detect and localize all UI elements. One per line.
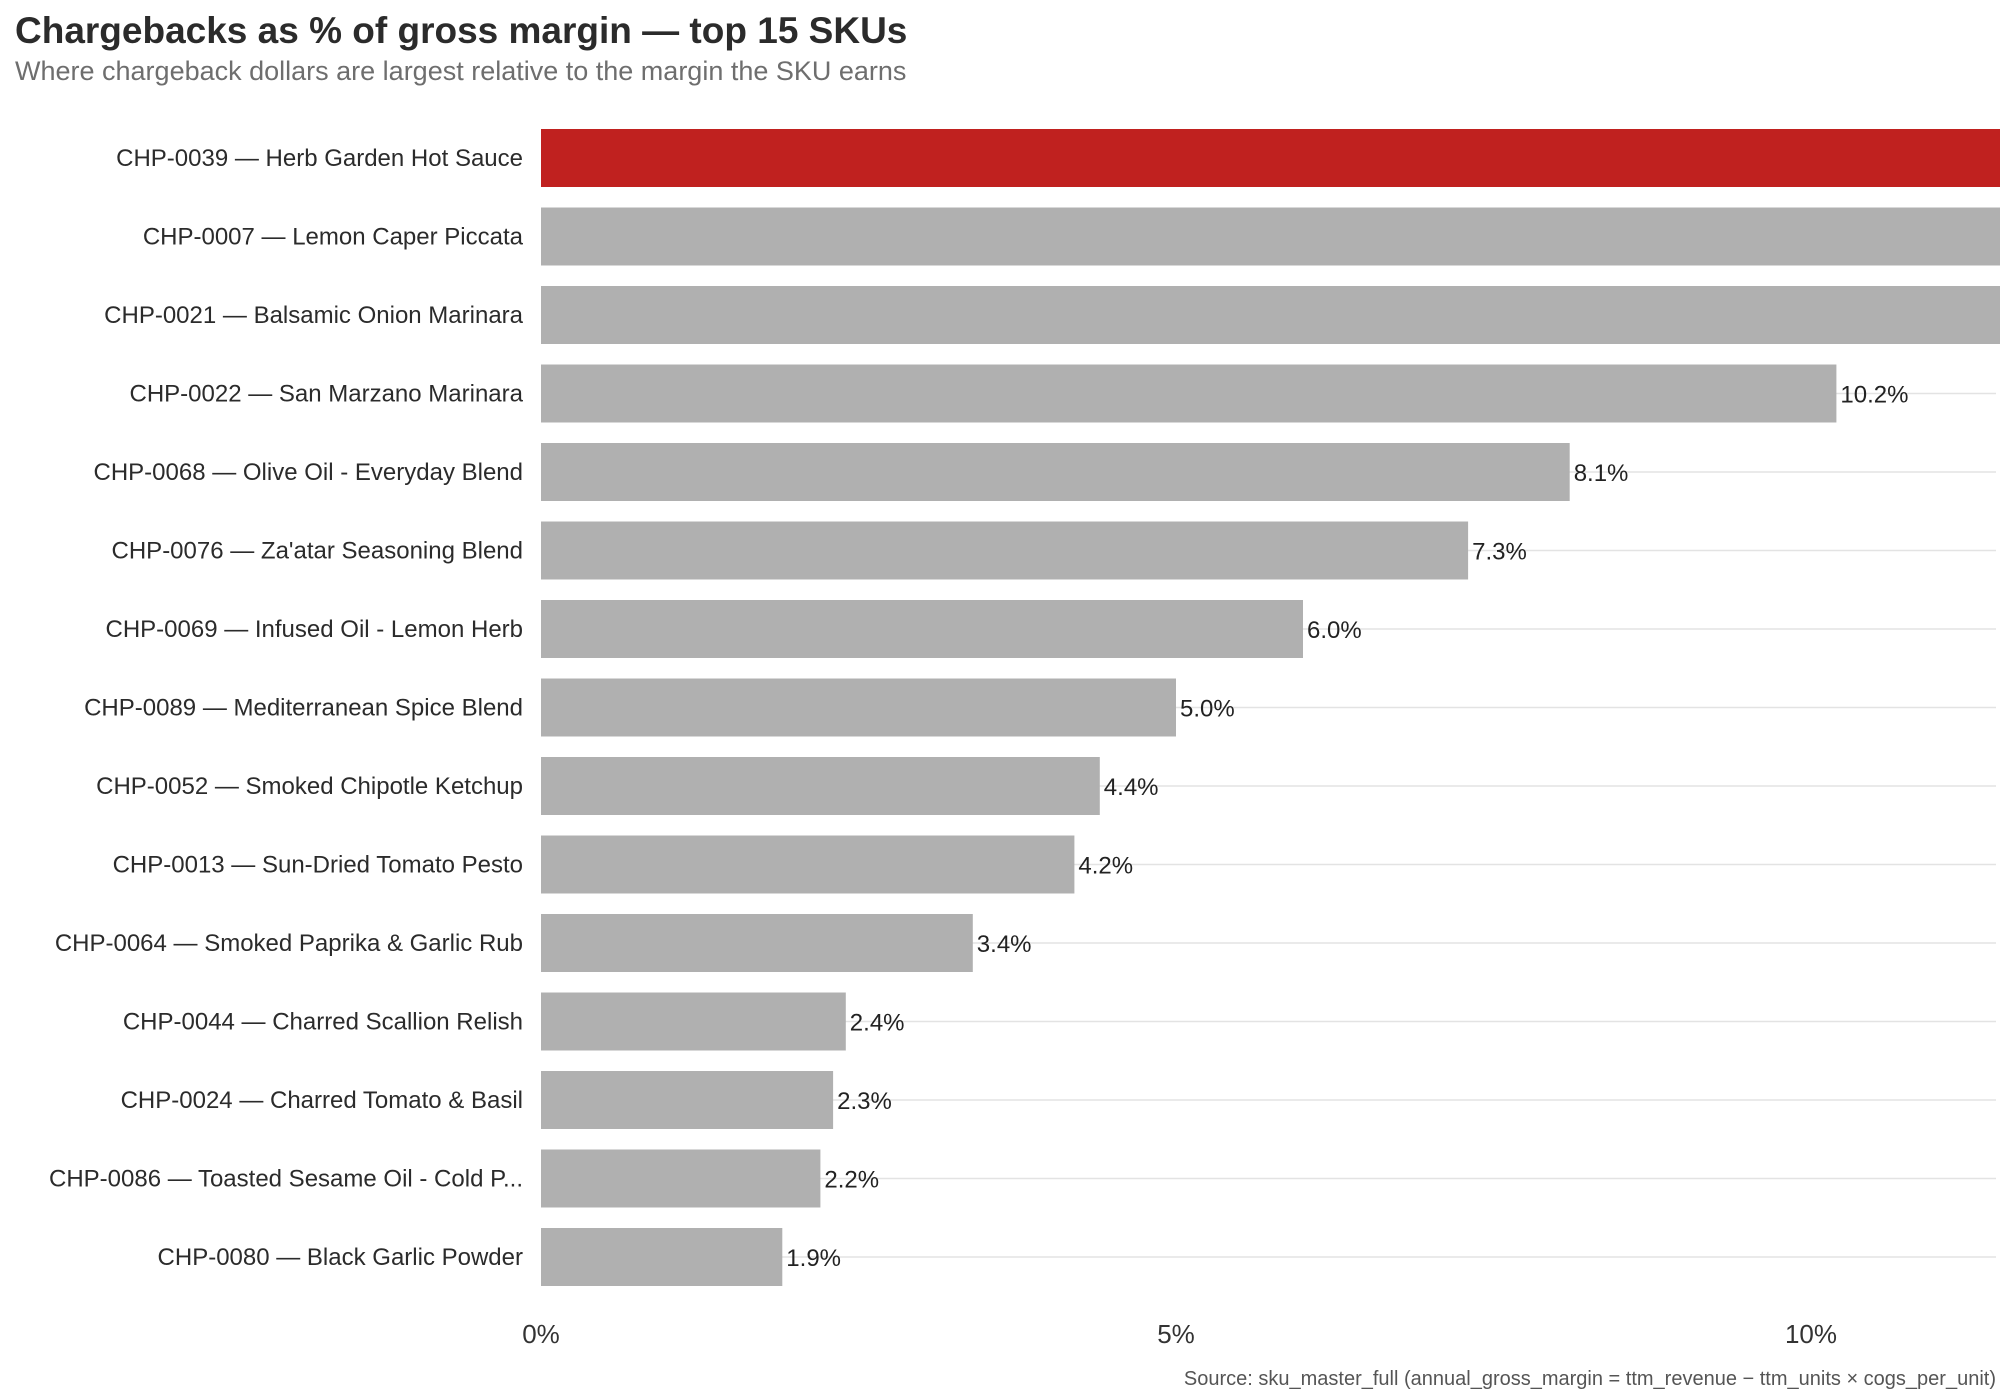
value-label: 6.0%: [1307, 617, 1362, 644]
value-label: 2.3%: [837, 1088, 892, 1115]
category-label: CHP-0064 — Smoked Paprika & Garlic Rub: [55, 930, 523, 957]
category-label: CHP-0068 — Olive Oil - Everyday Blend: [94, 459, 524, 486]
bar: [541, 1071, 834, 1129]
value-label: 2.4%: [850, 1010, 905, 1037]
bar: [541, 443, 1570, 501]
category-label: CHP-0013 — Sun-Dried Tomato Pesto: [113, 852, 523, 879]
bar: [541, 1228, 783, 1286]
category-labels: CHP-0039 — Herb Garden Hot Sauce CHP-0007…: [49, 145, 524, 1271]
value-label: 4.4%: [1104, 774, 1159, 801]
category-label: CHP-0007 — Lemon Caper Piccata: [143, 224, 524, 251]
bar: [541, 364, 1837, 423]
chart-title: Chargebacks as % of gross margin — top 1…: [15, 10, 908, 51]
bar: [541, 1149, 821, 1208]
value-label: 4.2%: [1078, 853, 1133, 880]
category-label: CHP-0080 — Black Garlic Powder: [158, 1244, 523, 1271]
bar: [541, 207, 2000, 266]
chart-subtitle: Where chargeback dollars are largest rel…: [15, 56, 907, 86]
bar: [541, 600, 1303, 658]
value-label: 8.1%: [1574, 460, 1629, 487]
x-tick-label: 5%: [1157, 1319, 1195, 1349]
bar: [541, 286, 2000, 344]
category-label: CHP-0021 — Balsamic Onion Marinara: [104, 302, 523, 329]
bar: [541, 521, 1469, 580]
value-label: 2.2%: [824, 1167, 879, 1194]
category-label: CHP-0039 — Herb Garden Hot Sauce: [116, 145, 523, 172]
category-label: CHP-0069 — Infused Oil - Lemon Herb: [105, 616, 523, 643]
category-label: CHP-0044 — Charred Scallion Relish: [123, 1009, 523, 1036]
value-label: 10.2%: [1840, 382, 1908, 409]
bar: [541, 678, 1176, 737]
value-label: 5.0%: [1180, 696, 1235, 723]
bar: [541, 757, 1100, 815]
bars: [541, 129, 2000, 1286]
value-label: 1.9%: [786, 1245, 841, 1272]
category-label: CHP-0024 — Charred Tomato & Basil: [121, 1087, 523, 1114]
value-label: 7.3%: [1472, 539, 1527, 566]
value-label: 3.4%: [977, 931, 1032, 958]
category-label: CHP-0076 — Za'atar Seasoning Blend: [112, 538, 523, 565]
value-labels: 19.5%14.3%12.7%10.2%8.1%7.3%6.0%5.0%4.4%…: [786, 382, 1908, 1273]
source-caption: Source: sku_master_full (annual_gross_ma…: [1183, 1368, 1996, 1390]
x-tick-label: 0%: [522, 1319, 560, 1349]
x-tick-label: 10%: [1785, 1319, 1837, 1349]
category-label: CHP-0022 — San Marzano Marinara: [129, 381, 523, 408]
category-label: CHP-0086 — Toasted Sesame Oil - Cold P..…: [49, 1166, 523, 1193]
category-label: CHP-0089 — Mediterranean Spice Blend: [84, 695, 523, 722]
bar: [541, 129, 2000, 187]
x-axis-ticks: 0%5%10%15%20%: [522, 1319, 1837, 1349]
bar: [541, 835, 1075, 894]
bar: [541, 914, 973, 972]
category-label: CHP-0052 — Smoked Chipotle Ketchup: [96, 773, 523, 800]
bar: [541, 992, 846, 1051]
